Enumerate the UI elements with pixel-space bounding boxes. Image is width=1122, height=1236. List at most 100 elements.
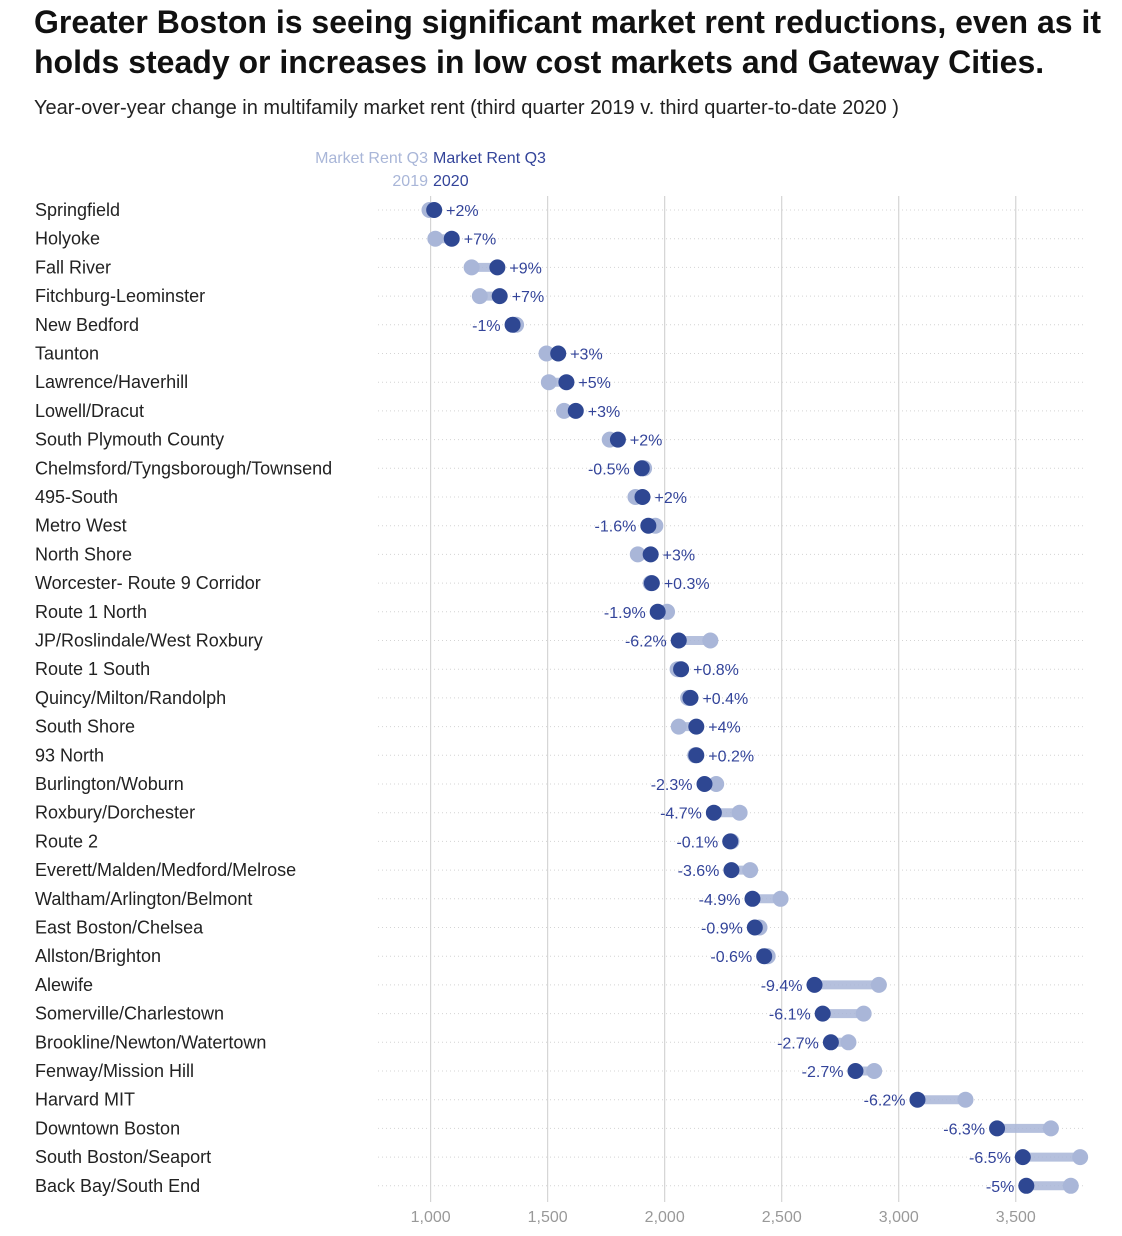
point-q3-2019: [471, 288, 488, 305]
point-q3-2019: [870, 976, 887, 993]
change-label: +5%: [578, 375, 610, 392]
data-row: Chelmsford/Tyngsborough/Townsend -0.5%: [35, 458, 1086, 478]
point-q3-2020: [634, 489, 651, 505]
point-q3-2020: [567, 402, 584, 419]
row-label: Route 1 South: [35, 659, 150, 679]
point-q3-2020: [705, 804, 722, 821]
data-row: Fenway/Mission Hill -2.7%: [35, 1061, 1086, 1081]
point-q3-2019: [957, 1091, 974, 1108]
change-label: +2%: [630, 433, 662, 450]
grid-layer: [430, 196, 1017, 1202]
point-q3-2020: [756, 948, 773, 965]
row-label: South Boston/Seaport: [35, 1147, 211, 1167]
legend-2019-line1: Market Rent Q3: [315, 150, 428, 167]
point-q3-2019: [540, 374, 557, 391]
row-label: Downtown Boston: [35, 1118, 180, 1138]
change-label: +4%: [708, 720, 740, 737]
row-label: Holyoke: [35, 229, 100, 249]
data-row: Metro West -1.6%: [35, 516, 1086, 536]
point-q3-2020: [491, 288, 508, 305]
data-row: Taunton +3%: [35, 344, 1086, 364]
change-label: -6.5%: [969, 1150, 1011, 1167]
point-q3-2020: [643, 575, 660, 592]
row-label: South Shore: [35, 717, 135, 737]
x-axis: 1,000 1,500 2,000 2,500 3,000 3,500: [411, 1209, 1036, 1226]
row-label: Fitchburg-Leominster: [35, 286, 205, 306]
point-q3-2019: [840, 1034, 857, 1051]
point-q3-2020: [722, 833, 739, 850]
point-q3-2019: [731, 804, 748, 821]
point-q3-2020: [847, 1063, 864, 1079]
change-label: -0.1%: [676, 834, 718, 851]
x-tick-label: 2,000: [645, 1209, 685, 1226]
data-row: JP/Roslindale/West Roxbury -6.2%: [35, 631, 1086, 651]
point-q3-2019: [708, 776, 725, 792]
point-q3-2020: [443, 230, 460, 247]
point-q3-2020: [642, 546, 659, 563]
point-q3-2019: [670, 718, 687, 735]
change-label: +7%: [464, 232, 496, 249]
point-q3-2020: [989, 1120, 1006, 1137]
point-q3-2020: [682, 689, 699, 706]
row-label: Roxbury/Dorchester: [35, 803, 195, 823]
row-label: Burlington/Woburn: [35, 774, 184, 794]
data-row: 93 North +0.2%: [35, 745, 1086, 765]
change-label: -9.4%: [761, 978, 803, 995]
point-q3-2019: [1062, 1177, 1079, 1194]
point-q3-2020: [670, 632, 687, 649]
point-q3-2019: [463, 259, 480, 276]
row-label: Route 1 North: [35, 602, 147, 622]
data-row: North Shore +3%: [35, 544, 1086, 564]
data-row: Route 1 North -1.9%: [35, 602, 1086, 622]
data-row: Quincy/Milton/Randolph +0.4%: [35, 688, 1086, 708]
change-label: -6.1%: [769, 1007, 811, 1024]
row-label: 93 North: [35, 745, 104, 765]
rows-layer: Springfield +2% Holyoke +7% Fall River +9% Fit…: [35, 200, 1089, 1196]
data-row: Roxbury/Dorchester -4.7%: [35, 803, 1086, 823]
change-label: -5%: [986, 1179, 1014, 1196]
change-label: -1.9%: [604, 605, 646, 622]
change-label: -6.2%: [625, 634, 667, 651]
change-label: -1.6%: [595, 519, 637, 536]
point-q3-2019: [427, 230, 444, 247]
row-label: Somerville/Charlestown: [35, 1004, 224, 1024]
data-row: Fall River +9%: [35, 257, 1086, 277]
point-q3-2019: [629, 546, 646, 563]
change-label: -1%: [472, 318, 500, 335]
change-label: +0.3%: [664, 576, 710, 593]
change-label: +2%: [446, 203, 478, 220]
change-label: +0.4%: [702, 691, 748, 708]
change-label: +3%: [570, 347, 602, 364]
point-q3-2020: [550, 345, 567, 362]
change-label: +0.2%: [708, 748, 754, 765]
change-label: +3%: [588, 404, 620, 421]
legend-2020-line2: 2020: [433, 173, 469, 190]
change-label: +3%: [663, 547, 695, 564]
row-label: Metro West: [35, 516, 127, 536]
row-label: New Bedford: [35, 315, 139, 335]
row-label: Allston/Brighton: [35, 946, 161, 966]
point-q3-2020: [822, 1034, 839, 1051]
point-q3-2020: [814, 1005, 831, 1022]
x-tick-label: 1,000: [411, 1209, 451, 1226]
change-label: -2.7%: [777, 1035, 819, 1052]
data-row: Burlington/Woburn -2.3%: [35, 774, 1086, 794]
data-row: Harvard MIT -6.2%: [35, 1090, 1086, 1110]
data-row: South Shore +4%: [35, 717, 1086, 737]
point-q3-2020: [504, 316, 521, 333]
data-row: South Plymouth County +2%: [35, 430, 1086, 450]
point-q3-2020: [609, 431, 626, 448]
point-q3-2019: [772, 890, 789, 907]
data-row: Route 2 -0.1%: [35, 831, 1086, 851]
row-label: Quincy/Milton/Randolph: [35, 688, 226, 708]
row-label: JP/Roslindale/West Roxbury: [35, 631, 263, 651]
x-tick-label: 2,500: [762, 1209, 802, 1226]
data-row: Back Bay/South End -5%: [35, 1176, 1086, 1196]
data-row: South Boston/Seaport -6.5%: [35, 1147, 1089, 1167]
change-label: -0.5%: [588, 461, 630, 478]
data-row: Alewife -9.4%: [35, 975, 1086, 995]
legend-2020-line1: Market Rent Q3: [433, 150, 546, 167]
change-label: -2.3%: [651, 777, 693, 794]
change-label: +7%: [512, 289, 544, 306]
row-label: Fenway/Mission Hill: [35, 1061, 194, 1081]
